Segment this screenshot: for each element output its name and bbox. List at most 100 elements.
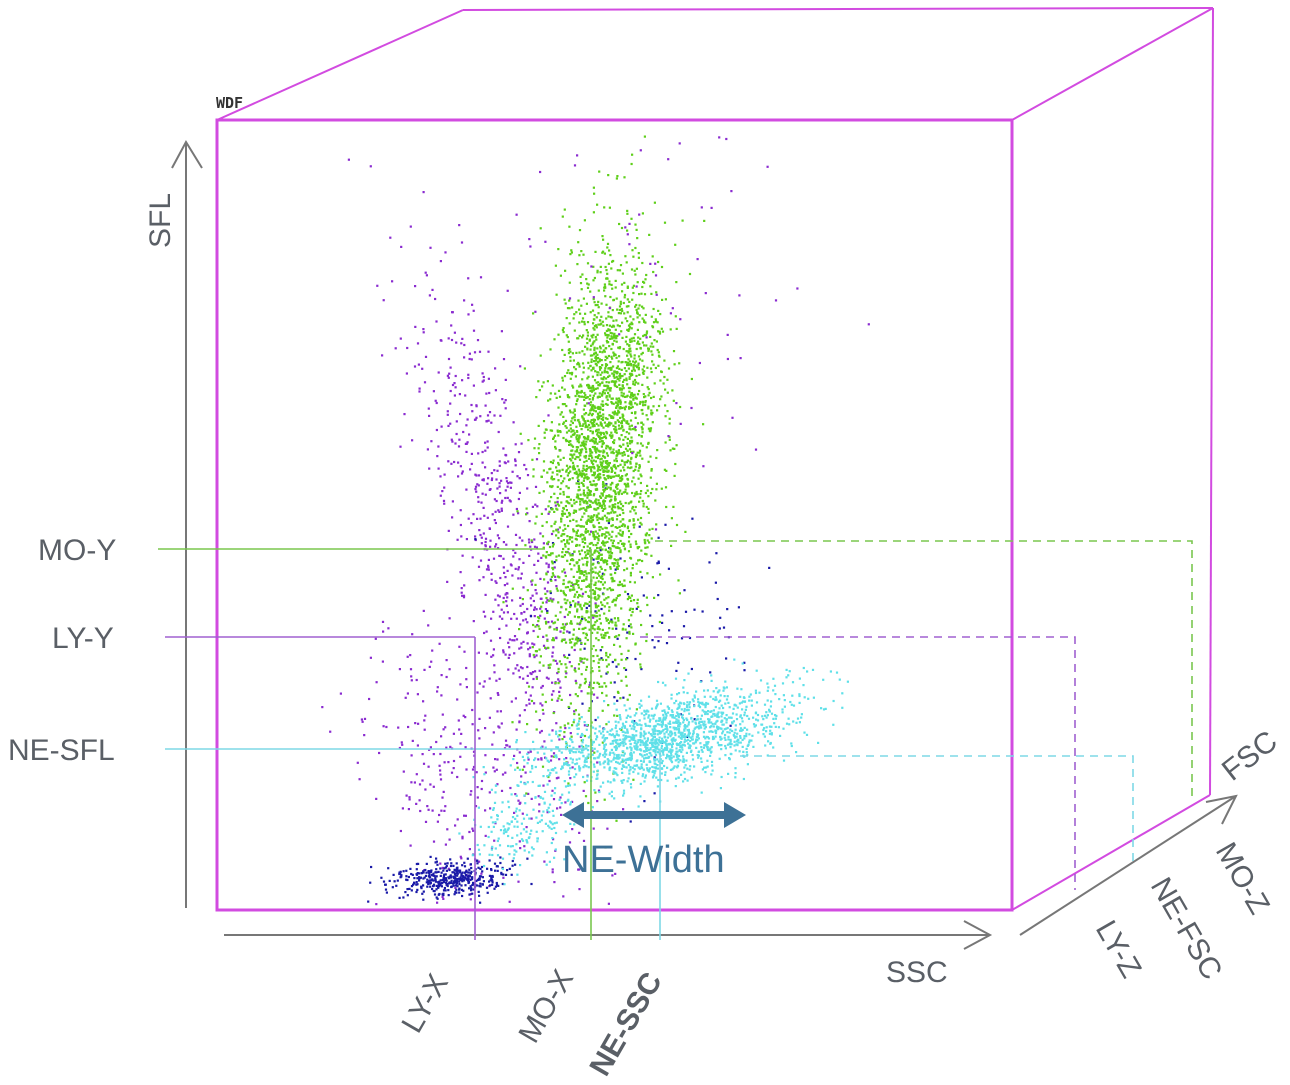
lymphocyte-point <box>457 877 461 880</box>
green-cluster-point <box>573 432 576 435</box>
neutrophil-point <box>605 753 608 756</box>
green-cluster-point <box>595 536 599 539</box>
monocyte-point <box>339 692 342 695</box>
neutrophil-point <box>661 767 664 770</box>
green-cluster-point <box>588 707 591 710</box>
lymphocyte-point <box>592 558 595 561</box>
green-cluster-point <box>608 520 611 523</box>
green-cluster-point <box>584 422 587 425</box>
monocyte-point <box>450 338 454 342</box>
green-cluster-point <box>615 177 618 180</box>
green-cluster-point <box>562 415 565 418</box>
green-cluster-point <box>548 510 551 513</box>
monocyte-point <box>492 648 495 651</box>
monocyte-point <box>471 410 474 413</box>
monocyte-point <box>408 796 411 799</box>
neutrophil-point <box>624 734 627 738</box>
green-cluster-point <box>617 409 620 412</box>
green-cluster-point <box>619 697 622 700</box>
green-cluster-point <box>633 581 636 584</box>
green-cluster-point <box>566 495 569 498</box>
green-cluster-point <box>628 376 631 379</box>
green-cluster-point <box>594 484 597 487</box>
neutrophil-point <box>616 755 619 758</box>
green-cluster-point <box>614 467 618 470</box>
lymphocyte-point <box>450 881 453 884</box>
green-cluster-point <box>562 512 565 515</box>
green-cluster-point <box>590 390 594 393</box>
monocyte-point <box>486 482 489 485</box>
green-cluster-point <box>600 557 603 560</box>
green-cluster-point <box>601 351 604 354</box>
monocyte-point <box>528 698 531 701</box>
green-cluster-point <box>555 587 558 590</box>
green-cluster-point <box>673 363 676 366</box>
monocyte-point <box>466 441 469 444</box>
green-cluster-point <box>519 432 522 435</box>
neutrophil-point <box>523 759 526 762</box>
monocyte-point <box>597 789 601 792</box>
green-cluster-point <box>598 570 601 573</box>
green-cluster-point <box>623 419 626 422</box>
green-cluster-point <box>580 588 583 591</box>
lymphocyte-point <box>619 557 622 560</box>
green-cluster-point <box>598 411 601 414</box>
monocyte-point <box>504 453 507 457</box>
green-cluster-point <box>574 450 577 453</box>
green-cluster-point <box>592 423 595 427</box>
green-cluster-point <box>594 441 597 444</box>
monocyte-point <box>423 381 427 384</box>
green-cluster-point <box>573 615 576 618</box>
green-cluster-point <box>616 324 619 327</box>
green-cluster-point <box>602 416 605 419</box>
monocyte-point <box>554 504 557 507</box>
green-cluster-point <box>538 491 541 494</box>
monocyte-point <box>413 365 417 368</box>
green-cluster-point <box>579 500 582 503</box>
monocyte-point <box>550 755 553 758</box>
lymphocyte-point <box>453 893 456 896</box>
green-cluster-point <box>616 563 619 566</box>
green-cluster-point <box>620 391 623 394</box>
green-cluster-point <box>609 566 612 569</box>
green-cluster-point <box>632 382 635 386</box>
green-cluster-point <box>564 269 567 272</box>
green-cluster-point <box>591 670 594 673</box>
green-cluster-point <box>589 394 592 397</box>
green-cluster-point <box>642 372 645 375</box>
green-cluster-point <box>624 483 627 486</box>
lymphocyte-point <box>436 863 439 866</box>
neutrophil-point <box>704 726 707 729</box>
neutrophil-point <box>628 735 631 738</box>
green-cluster-point <box>617 360 620 363</box>
green-cluster-point <box>576 392 579 395</box>
monocyte-point <box>409 225 412 228</box>
monocyte-point <box>444 805 447 808</box>
monocyte-point <box>512 513 515 516</box>
green-cluster-point <box>629 545 632 548</box>
neutrophil-point <box>703 724 706 727</box>
green-cluster-point <box>618 406 621 409</box>
green-cluster-point <box>604 536 607 539</box>
green-cluster-point <box>612 505 615 508</box>
monocyte-point <box>478 682 481 685</box>
neutrophil-point <box>820 707 823 710</box>
monocyte-point <box>614 872 617 875</box>
green-cluster-point <box>610 470 613 473</box>
green-cluster-point <box>633 483 636 486</box>
neutrophil-point <box>802 666 805 670</box>
neutrophil-point <box>662 753 665 756</box>
green-cluster-point <box>635 490 638 494</box>
lymphocyte-point <box>422 890 425 893</box>
green-cluster-point <box>681 219 684 222</box>
monocyte-point <box>369 656 372 659</box>
neutrophil-point <box>639 759 643 762</box>
green-cluster-point <box>585 611 588 614</box>
green-cluster-point <box>589 364 592 368</box>
green-cluster-point <box>581 424 584 427</box>
green-cluster-point <box>604 470 607 473</box>
monocyte-point <box>413 781 416 784</box>
green-cluster-point <box>636 393 640 396</box>
green-cluster-point <box>639 652 642 655</box>
monocyte-point <box>488 411 492 414</box>
